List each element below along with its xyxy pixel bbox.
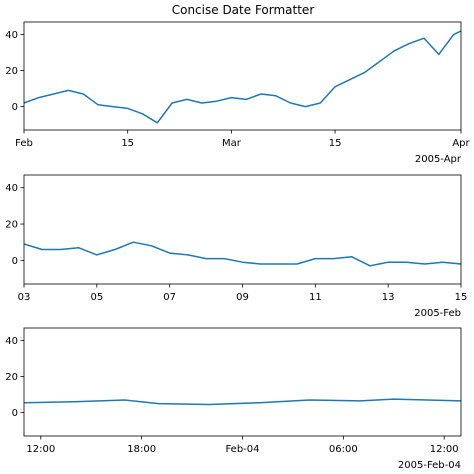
x-tick-label: 15 [329, 138, 342, 149]
x-tick-label: 09 [236, 292, 249, 303]
x-tick-label: Mar [222, 138, 242, 149]
x-tick-label: 12:00 [26, 444, 55, 455]
x-tick-label: 12:00 [430, 444, 459, 455]
series-line-1 [23, 30, 462, 124]
y-tick-label: 0 [12, 256, 18, 267]
x-tick-label: Apr [452, 138, 470, 149]
x-tick-label: 03 [18, 292, 31, 303]
x-tick-label: 18:00 [127, 444, 156, 455]
x-tick-label: Feb [15, 138, 33, 149]
series-line-1 [23, 398, 462, 406]
axes-frame [23, 21, 462, 131]
axes-frame [23, 327, 462, 437]
y-tick-label: 0 [12, 102, 18, 113]
y-tick-label: 40 [5, 336, 18, 347]
y-tick-label: 40 [5, 183, 18, 194]
x-offset-label: 2005-Feb [414, 308, 461, 319]
x-tick-label: 07 [163, 292, 176, 303]
x-tick-label: 15 [121, 138, 134, 149]
y-tick-label: 20 [5, 66, 18, 77]
x-tick-label: Feb-04 [225, 444, 259, 455]
y-tick-label: 20 [5, 372, 18, 383]
x-tick-label: 05 [90, 292, 103, 303]
x-tick-label: 11 [309, 292, 322, 303]
y-tick-label: 40 [5, 30, 18, 41]
x-tick-label: 13 [382, 292, 395, 303]
x-tick-label: 15 [455, 292, 468, 303]
x-tick-label: 06:00 [329, 444, 358, 455]
subplot-2: 0 20 40 03 05 07 09 11 13 15 2005-Feb [5, 174, 468, 319]
y-tick-label: 20 [5, 220, 18, 231]
axes-frame [23, 174, 462, 285]
subplot-3: 0 20 40 12:00 18:00 Feb-04 06:00 12:00 2005-Feb-… [5, 327, 462, 471]
x-offset-label: 2005-Apr [415, 154, 462, 165]
chart-title: Concise Date Formatter [172, 3, 315, 17]
y-tick-label: 0 [12, 408, 18, 419]
subplot-1: 0 20 40 Feb 15 Mar 15 Apr 2005-Apr [5, 21, 471, 165]
x-offset-label: 2005-Feb-04 [398, 460, 461, 471]
series-line-1 [23, 241, 462, 267]
